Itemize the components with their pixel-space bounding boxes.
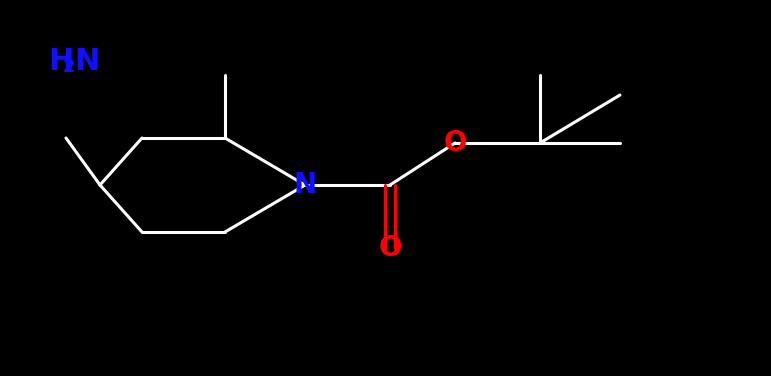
Text: O: O [443, 129, 466, 157]
Text: 2: 2 [63, 58, 76, 76]
Text: N: N [74, 47, 99, 76]
Text: N: N [294, 171, 317, 199]
Text: O: O [379, 234, 402, 262]
Text: H: H [48, 47, 73, 76]
